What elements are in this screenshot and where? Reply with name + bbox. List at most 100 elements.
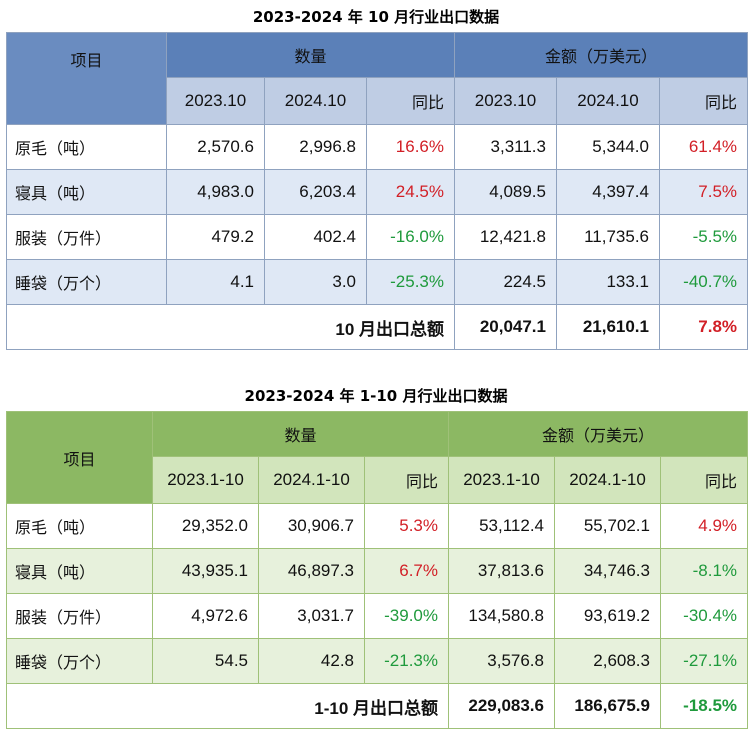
row-name: 睡袋（万个） — [6, 259, 167, 305]
table2-header-row1: 项目 数量 金额（万美元） — [6, 411, 749, 504]
yoy-cell: 7.5% — [658, 169, 749, 215]
total-row: 1-10 月出口总额 229,083.6 186,675.9 -18.5% — [6, 683, 749, 729]
table2-subheader: 2024.1-10 — [258, 456, 365, 504]
yoy-cell: -16.0% — [366, 214, 455, 260]
table-row: 原毛（吨） 2,570.6 2,996.8 16.6% 3,311.3 5,34… — [6, 124, 749, 170]
yoy-cell: -8.1% — [659, 548, 749, 594]
table-row: 睡袋（万个） 54.5 42.8 -21.3% 3,576.8 2,608.3 … — [6, 638, 749, 684]
row-name: 原毛（吨） — [6, 124, 167, 170]
yoy-cell: -21.3% — [364, 638, 449, 684]
yoy-cell: 4.9% — [659, 503, 749, 549]
cell: 46,897.3 — [258, 548, 365, 594]
cell: 3.0 — [264, 259, 367, 305]
cell: 5,344.0 — [556, 124, 660, 170]
cell: 55,702.1 — [554, 503, 661, 549]
cell: 4,089.5 — [454, 169, 557, 215]
row-name: 服装（万件） — [6, 593, 153, 639]
table1-quantity-header: 数量 — [166, 32, 455, 78]
table1-header-row2: 2023.10 2024.10 同比 2023.10 2024.10 同比 — [7, 77, 749, 125]
cell: 12,421.8 — [454, 214, 557, 260]
yoy-cell: 6.7% — [364, 548, 449, 594]
cell: 29,352.0 — [152, 503, 259, 549]
cell: 53,112.4 — [448, 503, 555, 549]
cell: 402.4 — [264, 214, 367, 260]
yoy-cell: -5.5% — [658, 214, 749, 260]
total-label: 1-10 月出口总额 — [6, 683, 449, 729]
table1-title: 2023-2024 年 10 月行业出口数据 — [252, 8, 500, 26]
table2: 项目 数量 金额（万美元） 2023.1-10 2024.1-10 同比 202… — [6, 411, 749, 729]
table-row: 睡袋（万个） 4.1 3.0 -25.3% 224.5 133.1 -40.7% — [6, 259, 749, 305]
total-yoy: 7.8% — [658, 304, 749, 350]
table-row: 服装（万件） 4,972.6 3,031.7 -39.0% 134,580.8 … — [6, 593, 749, 639]
total-label: 10 月出口总额 — [6, 304, 455, 350]
cell: 4.1 — [166, 259, 265, 305]
table2-subheader: 2023.1-10 — [448, 456, 555, 504]
row-name: 服装（万件） — [6, 214, 167, 260]
table-row: 原毛（吨） 29,352.0 30,906.7 5.3% 53,112.4 55… — [6, 503, 749, 549]
row-name: 睡袋（万个） — [6, 638, 153, 684]
row-name: 原毛（吨） — [6, 503, 153, 549]
yoy-cell: 61.4% — [658, 124, 749, 170]
cell: 30,906.7 — [258, 503, 365, 549]
cell: 6,203.4 — [264, 169, 367, 215]
cell: 3,576.8 — [448, 638, 555, 684]
yoy-cell: -27.1% — [659, 638, 749, 684]
table2-subheader: 2023.1-10 — [152, 456, 259, 504]
table1-subheader: 2023.10 — [454, 77, 557, 125]
cell: 4,972.6 — [152, 593, 259, 639]
yoy-cell: 5.3% — [364, 503, 449, 549]
table1-subheader: 2023.10 — [166, 77, 265, 125]
yoy-cell: 16.6% — [366, 124, 455, 170]
total-curr: 21,610.1 — [556, 304, 660, 350]
table-row: 寝具（吨） 4,983.0 6,203.4 24.5% 4,089.5 4,39… — [6, 169, 749, 215]
row-name: 寝具（吨） — [6, 548, 153, 594]
cell: 3,311.3 — [454, 124, 557, 170]
yoy-cell: -40.7% — [658, 259, 749, 305]
cell: 2,996.8 — [264, 124, 367, 170]
cell: 224.5 — [454, 259, 557, 305]
table2-amount-header: 金额（万美元） — [447, 411, 749, 457]
table-row: 服装（万件） 479.2 402.4 -16.0% 12,421.8 11,73… — [6, 214, 749, 260]
cell: 134,580.8 — [448, 593, 555, 639]
yoy-cell: 24.5% — [366, 169, 455, 215]
table2-item-header: 项目 — [6, 411, 153, 504]
table1-amount-header: 金额（万美元） — [453, 32, 749, 78]
cell: 4,397.4 — [556, 169, 660, 215]
cell: 11,735.6 — [556, 214, 660, 260]
yoy-cell: -39.0% — [364, 593, 449, 639]
cell: 43,935.1 — [152, 548, 259, 594]
cell: 37,813.6 — [448, 548, 555, 594]
cell: 2,608.3 — [554, 638, 661, 684]
table1-subheader: 2024.10 — [264, 77, 367, 125]
table1-subheader: 2024.10 — [556, 77, 660, 125]
total-prev: 229,083.6 — [448, 683, 555, 729]
cell: 3,031.7 — [258, 593, 365, 639]
table1: 项目 数量 金额（万美元） 2023.10 2024.10 同比 2023.10… — [6, 32, 749, 350]
table1-subheader: 同比 — [658, 77, 749, 125]
cell: 2,570.6 — [166, 124, 265, 170]
total-curr: 186,675.9 — [554, 683, 661, 729]
total-prev: 20,047.1 — [454, 304, 557, 350]
table2-header-row2: 2023.1-10 2024.1-10 同比 2023.1-10 2024.1-… — [7, 456, 749, 504]
row-name: 寝具（吨） — [6, 169, 167, 215]
cell: 42.8 — [258, 638, 365, 684]
cell: 4,983.0 — [166, 169, 265, 215]
total-row: 10 月出口总额 20,047.1 21,610.1 7.8% — [6, 304, 749, 350]
yoy-cell: -25.3% — [366, 259, 455, 305]
table1-subheader: 同比 — [366, 77, 455, 125]
cell: 54.5 — [152, 638, 259, 684]
cell: 133.1 — [556, 259, 660, 305]
cell: 34,746.3 — [554, 548, 661, 594]
table-row: 寝具（吨） 43,935.1 46,897.3 6.7% 37,813.6 34… — [6, 548, 749, 594]
table2-subheader: 同比 — [659, 456, 749, 504]
cell: 93,619.2 — [554, 593, 661, 639]
table1-item-header: 项目 — [6, 32, 167, 125]
table2-title: 2023-2024 年 1-10 月行业出口数据 — [244, 387, 508, 405]
total-yoy: -18.5% — [659, 683, 749, 729]
cell: 479.2 — [166, 214, 265, 260]
yoy-cell: -30.4% — [659, 593, 749, 639]
table2-subheader: 2024.1-10 — [554, 456, 661, 504]
table2-quantity-header: 数量 — [152, 411, 449, 457]
table2-subheader: 同比 — [364, 456, 449, 504]
table1-header-row1: 项目 数量 金额（万美元） — [6, 32, 749, 125]
